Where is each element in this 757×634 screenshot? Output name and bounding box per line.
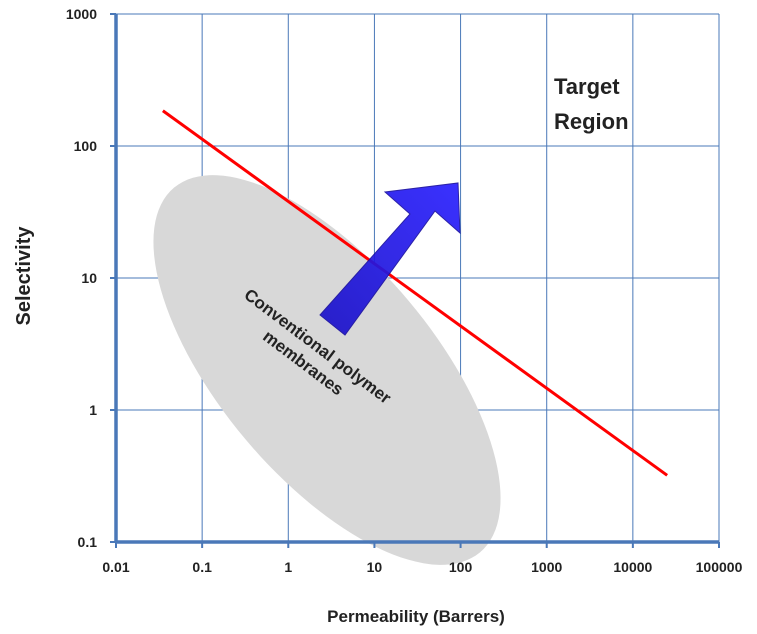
x-tick-label: 0.1 (192, 559, 212, 575)
upper-bound-line (161, 109, 669, 477)
y-tick-label: 100 (74, 138, 98, 154)
y-tick-label: 1000 (66, 6, 97, 22)
x-axis-label: Permeability (Barrers) (327, 607, 505, 626)
x-tick-label: 1000 (531, 559, 562, 575)
y-tick-labels: 0.1 1 10 100 1000 (66, 6, 97, 550)
x-tick-label: 10 (367, 559, 383, 575)
axes (110, 13, 720, 548)
y-axis-label: Selectivity (13, 226, 35, 326)
grid (116, 13, 720, 542)
target-region-label: Target Region (554, 74, 629, 134)
y-tick-label: 1 (89, 402, 97, 418)
x-tick-label: 0.01 (102, 559, 129, 575)
conventional-membranes-region (153, 175, 501, 565)
x-tick-label: 1 (284, 559, 292, 575)
x-tick-labels: 0.01 0.1 1 10 100 1000 10000 100000 (102, 559, 742, 575)
y-tick-label: 0.1 (78, 534, 98, 550)
x-tick-label: 100 (449, 559, 473, 575)
improvement-arrow (319, 182, 461, 336)
y-tick-label: 10 (81, 270, 97, 286)
x-tick-label: 100000 (696, 559, 743, 575)
x-tick-label: 10000 (613, 559, 652, 575)
